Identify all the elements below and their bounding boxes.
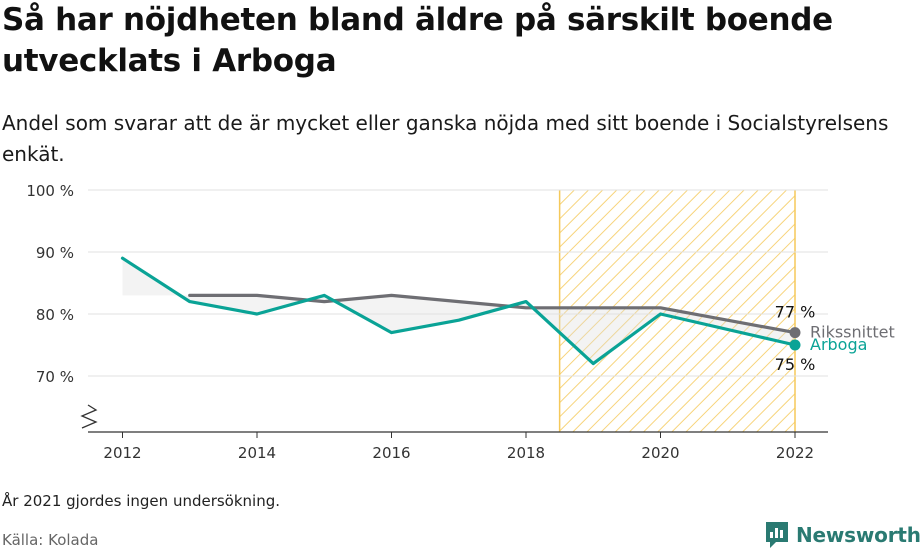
- labels: 100 % 90 % 80 % 70 % 2012 2014 2016 2018 2020 202…: [26, 182, 894, 462]
- x-tick-label: 2012: [103, 444, 141, 462]
- x-tick-label: 2014: [238, 444, 276, 462]
- chart-title: Så har nöjdheten bland äldre på särskilt…: [2, 2, 833, 79]
- y-tick-label: 90 %: [36, 244, 74, 262]
- x-tick-label: 2020: [641, 444, 679, 462]
- y-tick-label: 70 %: [36, 368, 74, 386]
- end-point-rikssnittet: [789, 327, 801, 339]
- series-line-rikssnittet: [188, 293, 797, 335]
- series-label-arboga: Arboga: [810, 335, 867, 354]
- x-tick-label: 2016: [372, 444, 410, 462]
- gridlines: [88, 189, 828, 377]
- y-tick-label: 80 %: [36, 306, 74, 324]
- source-text: Källa: Kolada: [2, 531, 99, 549]
- brand-logo: Newsworthy: [764, 520, 920, 550]
- newsworthy-logo-icon: [766, 522, 788, 548]
- series-label-rikssnittet: Rikssnittet: [810, 323, 895, 342]
- x-tick-label: 2022: [776, 444, 814, 462]
- end-value-arboga: 75 %: [775, 355, 816, 374]
- x-tick-label: 2018: [507, 444, 545, 462]
- y-tick-label: 100 %: [26, 182, 74, 200]
- axis-break-icon: [80, 404, 98, 429]
- series-lines: [120, 256, 801, 366]
- end-point-arboga: [789, 339, 801, 351]
- chart-subtitle: Andel som svarar att de är mycket eller …: [2, 111, 889, 166]
- x-axis: [80, 404, 828, 438]
- series-line-arboga: [120, 256, 797, 366]
- footnote: År 2021 gjordes ingen undersökning.: [2, 492, 281, 510]
- brand-name: Newsworthy: [796, 523, 920, 547]
- end-value-rikssnittet: 77 %: [775, 303, 816, 322]
